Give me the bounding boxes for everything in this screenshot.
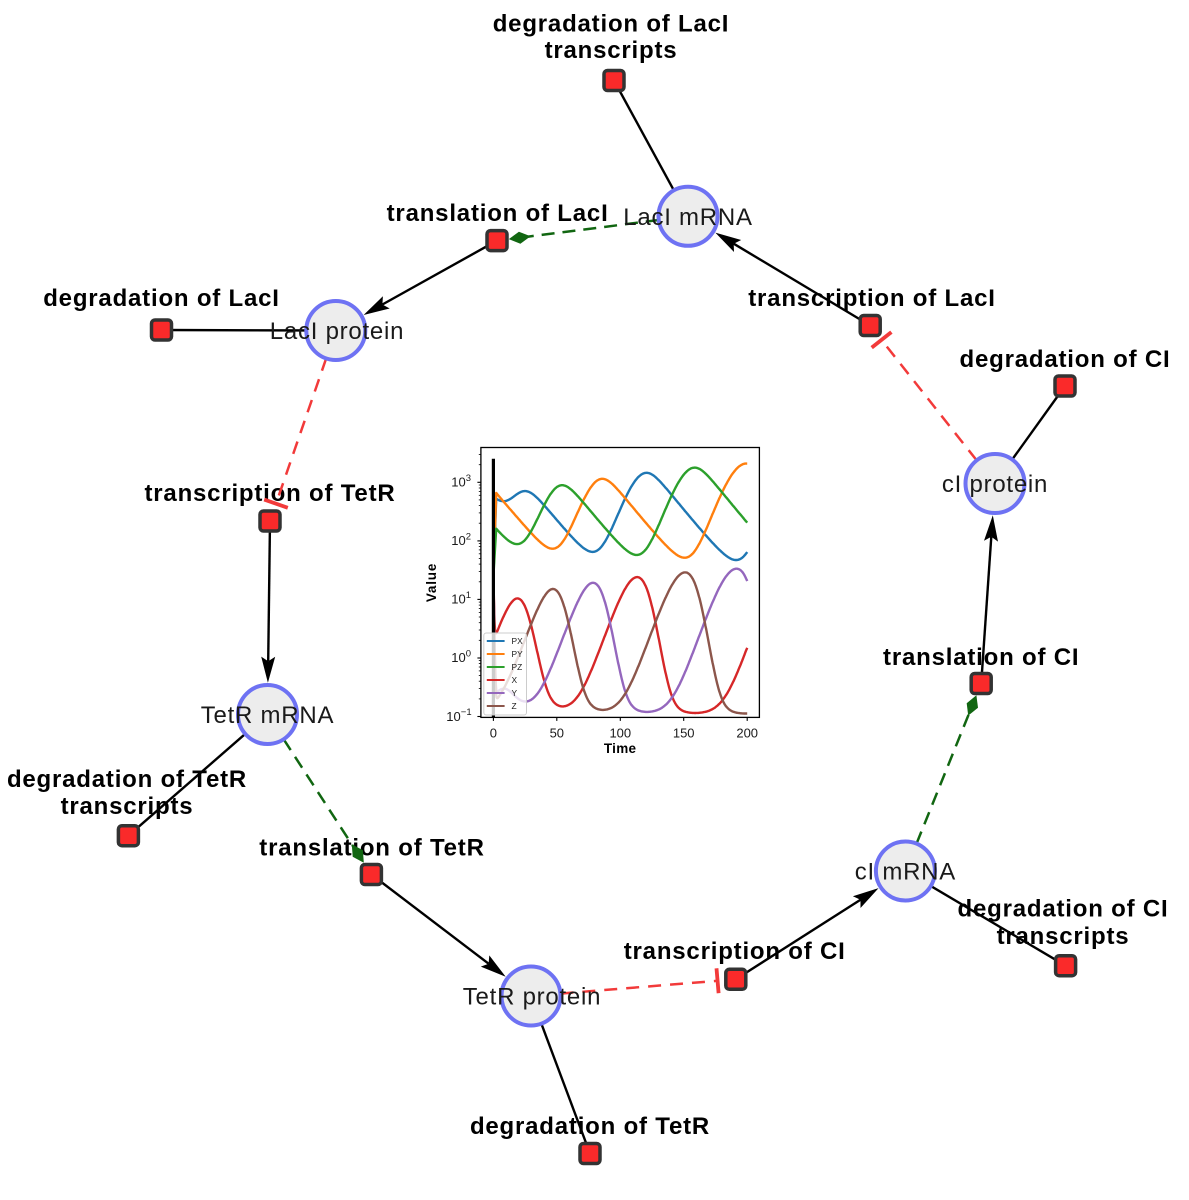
svg-text:X: X	[512, 675, 518, 685]
svg-text:Z: Z	[512, 701, 517, 711]
svg-text:degradation of CI: degradation of CI	[960, 346, 1171, 373]
svg-text:transcription of CI: transcription of CI	[624, 938, 846, 965]
svg-text:degradation of TetR: degradation of TetR	[470, 1113, 710, 1140]
svg-text:0: 0	[490, 725, 497, 740]
svg-text:Time: Time	[604, 741, 637, 756]
svg-text:PY: PY	[512, 649, 524, 659]
svg-text:cI protein: cI protein	[942, 471, 1048, 498]
svg-text:transcripts: transcripts	[545, 37, 678, 64]
svg-text:degradation of CI: degradation of CI	[958, 896, 1169, 923]
svg-text:translation of CI: translation of CI	[883, 644, 1079, 671]
svg-text:LacI mRNA: LacI mRNA	[623, 204, 752, 231]
svg-text:degradation of LacI: degradation of LacI	[43, 285, 280, 312]
svg-text:translation of TetR: translation of TetR	[259, 835, 484, 862]
svg-text:degradation of LacI: degradation of LacI	[493, 10, 730, 37]
svg-text:TetR protein: TetR protein	[463, 984, 601, 1011]
svg-text:translation of LacI: translation of LacI	[387, 200, 609, 227]
svg-text:transcription of LacI: transcription of LacI	[748, 285, 996, 312]
svg-text:TetR mRNA: TetR mRNA	[201, 702, 334, 729]
svg-text:LacI protein: LacI protein	[270, 318, 404, 345]
svg-text:Y: Y	[512, 688, 518, 698]
svg-text:PZ: PZ	[512, 662, 523, 672]
svg-text:150: 150	[673, 725, 695, 740]
svg-text:Value: Value	[424, 563, 439, 602]
svg-text:200: 200	[736, 725, 758, 740]
svg-text:transcripts: transcripts	[997, 923, 1130, 950]
svg-text:50: 50	[550, 725, 564, 740]
svg-text:degradation of TetR: degradation of TetR	[7, 766, 247, 793]
svg-text:100: 100	[609, 725, 631, 740]
svg-text:PX: PX	[512, 636, 524, 646]
svg-text:cI mRNA: cI mRNA	[855, 859, 956, 886]
